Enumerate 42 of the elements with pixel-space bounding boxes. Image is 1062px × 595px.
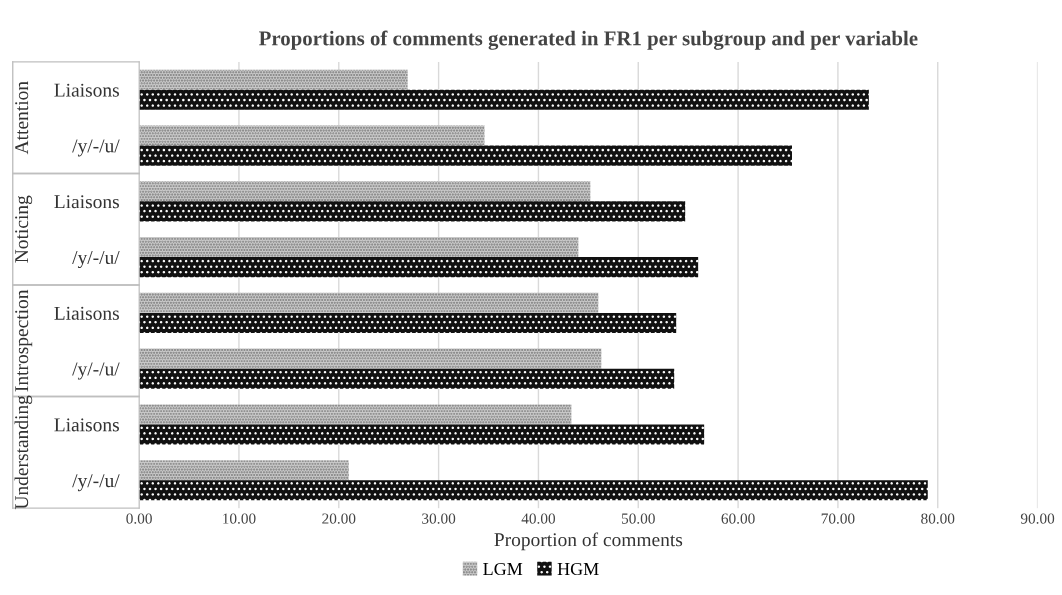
- bar: [139, 181, 591, 202]
- chart-title: Proportions of comments generated in FR1 per subgroup and per variable: [259, 30, 918, 50]
- x-tick-label: 20.00: [322, 513, 356, 524]
- x-tick-label: 10.00: [223, 513, 256, 524]
- x-tick-label: 90.00: [1020, 513, 1055, 524]
- y-tick-label: /y/-/u/: [72, 251, 120, 269]
- bar: [139, 292, 599, 313]
- legend-label: HGM: [557, 562, 599, 576]
- bar: [139, 257, 699, 278]
- bar: [139, 424, 705, 445]
- bar: [139, 348, 602, 369]
- bar: [139, 69, 408, 90]
- y-tick-label: /y/-/u/: [72, 362, 120, 380]
- bar: [139, 125, 485, 146]
- bar: [139, 404, 572, 425]
- bar: [139, 480, 928, 501]
- bar: [139, 368, 675, 389]
- bar: [139, 460, 349, 481]
- y-tick-label: Liaisons: [54, 418, 119, 432]
- text: Noticing: [15, 195, 33, 263]
- x-axis-title: Proportion of comments: [494, 532, 683, 551]
- bar: [139, 237, 579, 258]
- x-tick-label: 70.00: [821, 513, 855, 524]
- x-tick-label: 0.00: [126, 513, 152, 524]
- bar: [139, 145, 792, 166]
- y-tick-label: Liaisons: [54, 83, 119, 97]
- x-tick-label: 60.00: [721, 513, 755, 524]
- x-tick-label: 40.00: [521, 513, 556, 524]
- y-tick-label: /y/-/u/: [72, 139, 120, 157]
- text: Understanding: [14, 395, 33, 510]
- legend-label: LGM: [483, 562, 523, 576]
- y-tick-label: Liaisons: [54, 306, 119, 320]
- x-tick-label: 30.00: [422, 513, 456, 524]
- x-tick-label: 50.00: [621, 513, 655, 524]
- y-tick-label: Liaisons: [54, 195, 119, 209]
- y-tick-label: /y/-/u/: [72, 474, 120, 492]
- bar: [139, 312, 677, 333]
- bar: [139, 89, 869, 110]
- x-tick-label: 80.00: [921, 513, 955, 524]
- text: Introspection: [15, 289, 33, 392]
- bar: [139, 201, 686, 222]
- text: Attention: [15, 81, 29, 155]
